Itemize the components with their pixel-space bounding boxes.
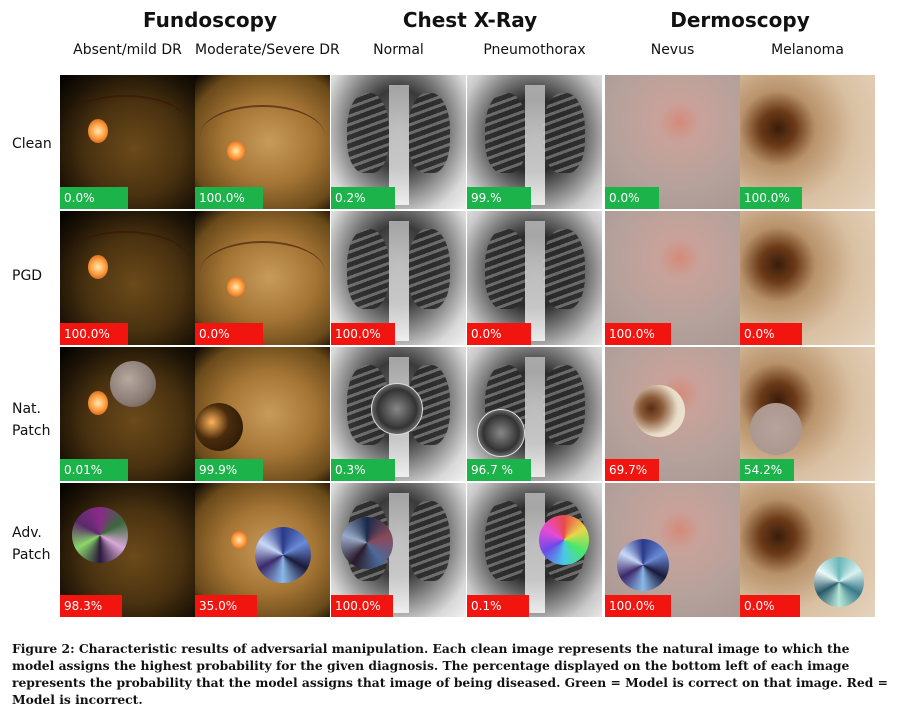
- image-melanoma-nat-patch: 54.2%: [740, 347, 875, 481]
- group-title-chest-xray: Chest X-Ray: [402, 8, 538, 32]
- image-xray-normal-nat-patch: 0.3%: [331, 347, 466, 481]
- probability-badge: 0.2%: [331, 187, 395, 209]
- image-xray-pneumothorax-pgd: 0.0%: [467, 211, 602, 345]
- image-nevus-clean: 0.0%: [605, 75, 740, 209]
- image-xray-pneumothorax-adv-patch: 0.1%: [467, 483, 602, 617]
- probability-badge: 0.0%: [740, 595, 800, 617]
- row-label-clean: Clean: [12, 136, 52, 152]
- probability-badge: 100.0%: [605, 323, 671, 345]
- probability-badge: 0.1%: [467, 595, 529, 617]
- probability-badge: 69.7%: [605, 459, 659, 481]
- adversarial-patch: [255, 527, 311, 583]
- column-label-pneumothorax: Pneumothorax: [483, 42, 586, 58]
- probability-badge: 100.0%: [195, 187, 263, 209]
- adversarial-patch: [72, 507, 128, 563]
- image-nevus-pgd: 100.0%: [605, 211, 740, 345]
- image-melanoma-clean: 100.0%: [740, 75, 875, 209]
- column-label-nevus: Nevus: [650, 42, 695, 58]
- image-xray-normal-clean: 0.2%: [331, 75, 466, 209]
- probability-badge: 0.0%: [605, 187, 659, 209]
- column-label-melanoma: Melanoma: [771, 42, 844, 58]
- probability-badge: 98.3%: [60, 595, 122, 617]
- row-label-adv-patch: Adv. Patch: [12, 525, 51, 563]
- probability-badge: 100.0%: [740, 187, 802, 209]
- probability-badge: 100.0%: [331, 595, 393, 617]
- image-nevus-nat-patch: 69.7%: [605, 347, 740, 481]
- adversarial-patch: [617, 539, 669, 591]
- row-label-nat-patch: Nat. Patch: [12, 401, 51, 439]
- image-fundus-moderate-clean: 100.0%: [195, 75, 330, 209]
- natural-patch: [195, 403, 243, 451]
- image-xray-pneumothorax-nat-patch: 96.7 %: [467, 347, 602, 481]
- natural-patch: [750, 403, 802, 455]
- probability-badge: 35.0%: [195, 595, 257, 617]
- probability-badge: 0.0%: [467, 323, 531, 345]
- image-xray-normal-adv-patch: 100.0%: [331, 483, 466, 617]
- image-fundus-absent-adv-patch: 98.3%: [60, 483, 195, 617]
- probability-badge: 0.0%: [195, 323, 263, 345]
- probability-badge: 99.%: [467, 187, 531, 209]
- natural-patch: [371, 383, 423, 435]
- image-fundus-absent-nat-patch: 0.01%: [60, 347, 195, 481]
- natural-patch: [110, 361, 156, 407]
- image-melanoma-adv-patch: 0.0%: [740, 483, 875, 617]
- adversarial-patch: [814, 557, 864, 607]
- probability-badge: 0.01%: [60, 459, 128, 481]
- group-title-fundoscopy: Fundoscopy: [142, 8, 278, 32]
- image-fundus-absent-clean: 0.0%: [60, 75, 195, 209]
- image-xray-normal-pgd: 100.0%: [331, 211, 466, 345]
- natural-patch: [633, 385, 685, 437]
- image-fundus-moderate-nat-patch: 99.9%: [195, 347, 330, 481]
- image-nevus-adv-patch: 100.0%: [605, 483, 740, 617]
- adversarial-patch: [539, 515, 589, 565]
- row-label-pgd: PGD: [12, 268, 43, 284]
- image-fundus-absent-pgd: 100.0%: [60, 211, 195, 345]
- probability-badge: 100.0%: [60, 323, 128, 345]
- probability-badge: 0.0%: [740, 323, 802, 345]
- probability-badge: 54.2%: [740, 459, 794, 481]
- probability-badge: 99.9%: [195, 459, 263, 481]
- probability-badge: 0.3%: [331, 459, 395, 481]
- probability-badge: 0.0%: [60, 187, 128, 209]
- probability-badge: 96.7 %: [467, 459, 531, 481]
- column-label-normal: Normal: [373, 42, 424, 58]
- image-fundus-moderate-pgd: 0.0%: [195, 211, 330, 345]
- image-fundus-moderate-adv-patch: 35.0%: [195, 483, 330, 617]
- adversarial-patch: [341, 517, 393, 569]
- image-xray-pneumothorax-clean: 99.%: [467, 75, 602, 209]
- group-title-dermoscopy: Dermoscopy: [670, 8, 810, 32]
- image-melanoma-pgd: 0.0%: [740, 211, 875, 345]
- column-label-absent-mild-dr: Absent/mild DR: [73, 42, 182, 58]
- natural-patch: [477, 409, 525, 457]
- column-label-moderate-severe-dr: Moderate/Severe DR: [195, 42, 340, 58]
- probability-badge: 100.0%: [331, 323, 395, 345]
- probability-badge: 100.0%: [605, 595, 671, 617]
- figure-caption: Figure 2: Characteristic results of adve…: [12, 641, 888, 707]
